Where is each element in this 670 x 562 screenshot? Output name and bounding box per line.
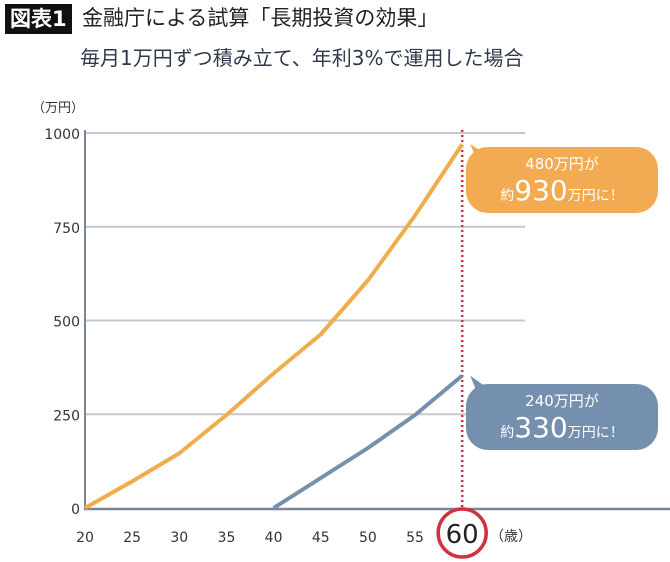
annotation-line1: 480万円が: [525, 155, 599, 173]
x-tick-label: 20: [76, 530, 94, 546]
annotation-line1: 240万円が: [525, 392, 599, 410]
highlight-circle: [436, 507, 488, 559]
annotation-orange: 480万円が 約930万円に！: [466, 147, 658, 213]
annotation-prefix: 約: [500, 425, 515, 441]
y-tick-label: 500: [53, 315, 80, 331]
y-tick-label: 250: [53, 408, 80, 424]
figure-badge: 図表1: [5, 4, 72, 34]
annotation-suffix: 万円に！: [567, 425, 624, 441]
x-tick-label: 30: [170, 530, 188, 546]
x-tick-label: 50: [359, 530, 377, 546]
x-tick-label: 35: [218, 530, 236, 546]
series-line-1: [272, 374, 464, 510]
x-axis-label: （歳）: [490, 529, 532, 545]
x-tick-label: 45: [312, 530, 330, 546]
x-tick-label: 25: [123, 530, 141, 546]
series-line-0: [84, 143, 464, 510]
annotation-prefix: 約: [500, 188, 515, 204]
annotation-suffix: 万円に！: [567, 188, 624, 204]
figure-subtitle: 毎月1万円ずつ積み立て、年利3%で運用した場合: [80, 46, 524, 70]
annotation-value: 930: [514, 174, 568, 207]
y-tick-label: 750: [53, 221, 80, 237]
x-tick-label: 55: [406, 530, 424, 546]
annotation-blue: 240万円が 約330万円に！: [466, 384, 658, 450]
y-tick-label: 0: [71, 502, 80, 518]
annotation-value: 330: [514, 411, 568, 444]
figure-title: 金融庁による試算「長期投資の効果」: [82, 6, 439, 30]
x-tick-label: 40: [265, 530, 283, 546]
y-axis-label: （万円）: [32, 101, 84, 116]
x-tick-label-highlight: 60: [446, 520, 479, 550]
y-tick-label: 1000: [44, 127, 80, 143]
